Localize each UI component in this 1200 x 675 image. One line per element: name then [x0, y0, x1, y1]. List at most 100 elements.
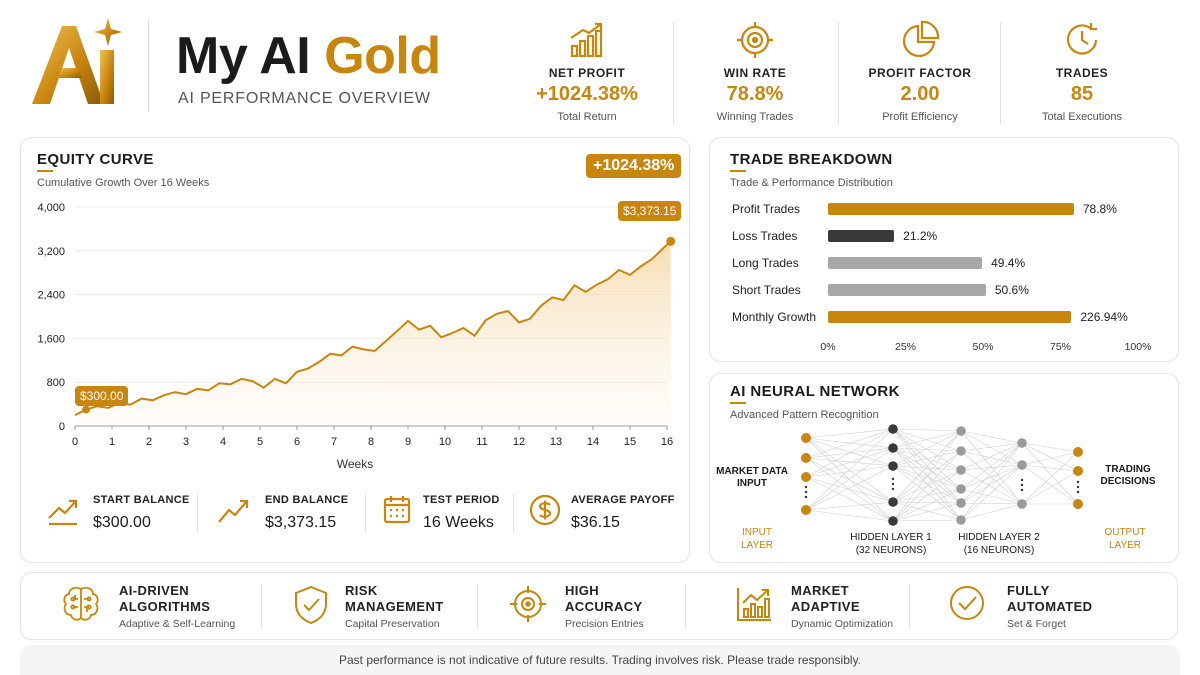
brand-divider	[148, 20, 149, 112]
nn-neuron	[888, 424, 898, 434]
nn-connection	[892, 502, 962, 522]
nn-connection	[892, 428, 962, 452]
x-tick-label: 1	[109, 436, 115, 448]
kpi-label: TRADES	[1055, 66, 1109, 80]
breakdown-title: TRADE BREAKDOWN	[730, 151, 893, 172]
stat-divider	[513, 494, 514, 532]
nn-connection	[805, 465, 894, 478]
nn-neuron	[956, 446, 966, 456]
nn-neuron	[888, 443, 898, 453]
trend-up-bars-icon	[507, 18, 667, 62]
nn-connection	[805, 428, 894, 511]
stat-value: 16 Weeks	[423, 514, 494, 531]
stat-label: END BALANCE	[265, 494, 349, 506]
input-text: MARKET DATA INPUT	[716, 466, 788, 489]
nn-connection	[1021, 442, 1079, 453]
kpi-sub: Profit Efficiency	[882, 111, 958, 123]
feature-sub: Precision Entries	[565, 618, 644, 630]
y-tick-label: 3,200	[37, 246, 65, 258]
nn-connection	[892, 465, 962, 504]
nn-neuron	[888, 461, 898, 471]
nn-connection	[960, 450, 1023, 466]
feature-divider	[685, 585, 686, 629]
nn-connection	[892, 447, 962, 504]
brand-title: My AI Gold	[176, 26, 441, 86]
nn-ellipsis	[1020, 478, 1024, 482]
nn-connection	[960, 442, 1023, 490]
feature-ai-driven: AI-DRIVEN ALGORITHMS Adaptive & Self-Lear…	[61, 583, 235, 630]
nn-neuron	[1073, 447, 1083, 457]
dollar-circle-icon	[529, 494, 561, 532]
breakdown-axis-tick: 100%	[1124, 341, 1152, 353]
nn-connection	[960, 464, 1023, 471]
breakdown-axis-tick: 0%	[820, 341, 836, 353]
breakdown-row: Loss Trades 21.2%	[732, 226, 937, 246]
kpi-net-profit: NET PROFIT +1024.38% Total Return	[507, 18, 667, 123]
x-tick-label: 0	[72, 436, 78, 448]
breakdown-card: TRADE BREAKDOWN Trade & Performance Dist…	[709, 137, 1179, 362]
nn-connection	[960, 488, 1023, 505]
nn-connection	[892, 501, 962, 504]
breakdown-row-label: Profit Trades	[732, 202, 801, 216]
kpi-profit-factor: PROFIT FACTOR 2.00 Profit Efficiency	[840, 18, 1000, 123]
nn-ellipsis	[804, 485, 808, 489]
nn-connection	[892, 465, 962, 521]
nn-connection	[805, 437, 894, 503]
nn-connection	[960, 464, 1023, 521]
x-tick-label: 10	[439, 436, 451, 448]
x-tick-label: 6	[294, 436, 300, 448]
x-tick-label: 3	[183, 436, 189, 448]
stat-end-balance: END BALANCE $3,373.15	[217, 494, 348, 532]
nn-neuron	[801, 453, 811, 463]
nn-neuron	[1017, 438, 1027, 448]
nn-connection	[805, 437, 894, 449]
nn-connection	[892, 430, 962, 467]
stat-test-period: TEST PERIOD 16 Weeks	[383, 494, 500, 532]
nn-connection	[892, 465, 962, 490]
kpi-value: 85	[1070, 83, 1094, 105]
nn-connection	[805, 509, 894, 522]
feature-title: HIGH ACCURACY	[565, 583, 643, 614]
nn-connection	[805, 437, 894, 522]
nn-connection	[1021, 451, 1079, 466]
x-tick-label: 11	[476, 436, 487, 448]
x-tick-label: 5	[257, 436, 263, 448]
y-tick-label: 0	[59, 421, 65, 433]
nn-ellipsis	[1020, 483, 1024, 487]
nn-connection	[892, 450, 962, 503]
nn-connection	[892, 469, 962, 522]
nn-connection	[1021, 464, 1079, 472]
nn-ellipsis	[891, 477, 895, 481]
kpi-value: 78.8%	[726, 83, 784, 105]
nn-ellipsis	[804, 495, 808, 499]
nn-connection	[892, 430, 962, 503]
calendar-icon	[383, 494, 411, 532]
x-tick-label: 16	[661, 436, 673, 448]
nn-neuron	[956, 465, 966, 475]
feature-sub: Adaptive & Self-Learning	[119, 618, 236, 630]
start-annotation: $300.00	[75, 386, 129, 406]
breakdown-bar	[828, 230, 895, 242]
kpi-divider	[838, 22, 839, 124]
brand-subtitle: AI PERFORMANCE OVERVIEW	[178, 90, 431, 107]
nn-connection	[960, 442, 1023, 452]
x-tick-label: 8	[368, 436, 374, 448]
nn-ellipsis	[891, 482, 895, 486]
breakdown-subtitle: Trade & Performance Distribution	[730, 177, 893, 189]
breakdown-row: Profit Trades 78.8%	[732, 199, 1117, 219]
nn-connection	[892, 447, 962, 490]
breakdown-axis-tick: 25%	[894, 341, 916, 353]
nn-connection	[805, 437, 894, 467]
breakdown-row-value: 21.2%	[903, 229, 938, 243]
kpi-sub: Winning Trades	[716, 111, 794, 123]
stat-value: $36.15	[571, 514, 620, 531]
breakdown-row-label: Monthly Growth	[732, 310, 817, 324]
end-annotation: $3,373.15	[618, 201, 682, 221]
nn-connection	[960, 442, 1023, 504]
feature-sub: Dynamic Optimization	[791, 618, 894, 630]
neural-diagram	[801, 424, 1083, 526]
x-tick-label: 9	[405, 436, 411, 448]
chart-growth-icon	[735, 585, 773, 630]
feature-risk-management: RISK MANAGEMENT Capital Preservation	[293, 583, 445, 630]
